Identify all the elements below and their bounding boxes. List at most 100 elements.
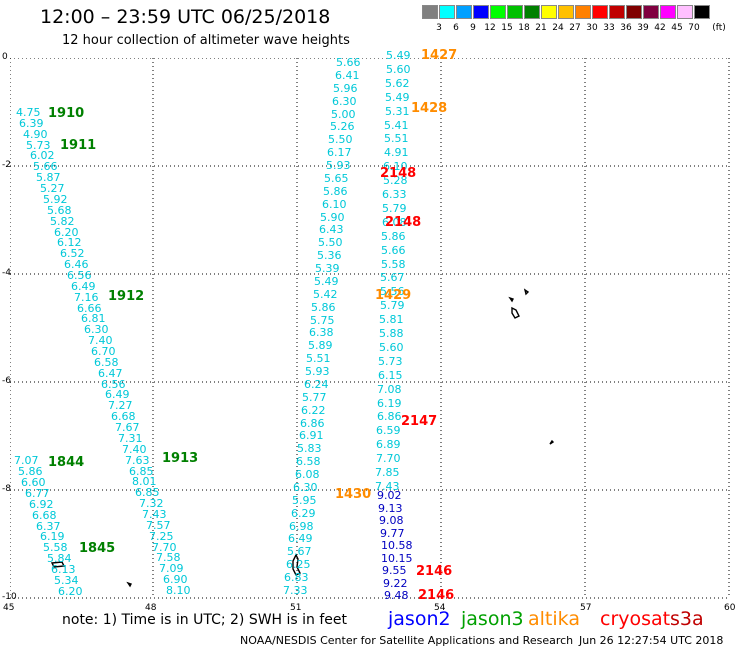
wave-height-value: 10.15 bbox=[381, 552, 413, 565]
legend-swatch bbox=[626, 5, 642, 19]
wave-height-value: 6.66 bbox=[77, 302, 102, 315]
legend-label: 24 bbox=[552, 23, 564, 33]
wave-height-value: 5.83 bbox=[297, 442, 322, 455]
wave-height-value: 6.85 bbox=[129, 465, 154, 478]
wave-height-value: 7.31 bbox=[118, 432, 143, 445]
legend-label: 15 bbox=[501, 23, 513, 33]
legend-swatch bbox=[643, 5, 659, 19]
wave-height-value: 6.59 bbox=[376, 424, 401, 437]
wave-height-value: 5.39 bbox=[315, 262, 340, 275]
x-tick-label: 51 bbox=[290, 603, 302, 613]
legend-label: 3 bbox=[436, 23, 442, 33]
legend-unit: (ft) bbox=[712, 23, 726, 33]
y-tick-label: -8 bbox=[2, 484, 11, 494]
pass-time-label: 2148 bbox=[385, 215, 422, 230]
pass-time-label: 1913 bbox=[162, 451, 199, 466]
wave-height-value: 6.08 bbox=[295, 468, 320, 481]
wave-height-value: 5.86 bbox=[323, 185, 348, 198]
wave-height-value: 9.48 bbox=[384, 589, 409, 602]
wave-height-value: 7.09 bbox=[159, 562, 184, 575]
wave-height-value: 5.87 bbox=[36, 171, 61, 184]
wave-height-value: 5.77 bbox=[302, 391, 327, 404]
wave-height-value: 8.01 bbox=[132, 475, 157, 488]
wave-height-value: 5.36 bbox=[317, 249, 342, 262]
wave-height-value: 5.95 bbox=[292, 494, 317, 507]
wave-height-value: 6.77 bbox=[25, 487, 50, 500]
wave-height-value: 8.10 bbox=[166, 584, 191, 597]
wave-height-value: 7.43 bbox=[142, 508, 167, 521]
wave-height-value: 6.90 bbox=[163, 573, 188, 586]
wave-height-value: 6.68 bbox=[32, 509, 57, 522]
wave-height-value: 5.62 bbox=[385, 77, 410, 90]
wave-height-value: 6.58 bbox=[94, 356, 119, 369]
pass-time-label: 1911 bbox=[60, 138, 97, 153]
island-outline bbox=[126, 581, 132, 588]
pass-time-label: 1845 bbox=[79, 541, 116, 556]
satellite-legend-item: cryosat bbox=[600, 608, 671, 630]
wave-height-value: 7.70 bbox=[152, 541, 177, 554]
wave-height-value: 4.90 bbox=[23, 128, 48, 141]
land-outlines bbox=[50, 288, 555, 588]
pass-time-label: 1428 bbox=[411, 101, 448, 116]
legend-label: 27 bbox=[569, 23, 581, 33]
legend-label: 9 bbox=[470, 23, 476, 33]
wave-height-value: 7.57 bbox=[146, 519, 171, 532]
wave-height-value: 6.29 bbox=[291, 507, 316, 520]
y-tick-label: -6 bbox=[2, 376, 11, 386]
legend-label: 70 bbox=[688, 23, 700, 33]
wave-height-value: 10.58 bbox=[381, 539, 413, 552]
island-outline bbox=[511, 306, 520, 319]
wave-height-value: 6.30 bbox=[84, 323, 109, 336]
wave-height-value: 5.51 bbox=[384, 132, 409, 145]
wave-height-value: 5.26 bbox=[330, 120, 355, 133]
wave-height-value: 5.79 bbox=[380, 299, 405, 312]
wave-height-value: 6.86 bbox=[300, 417, 325, 430]
wave-height-value: 6.15 bbox=[378, 369, 403, 382]
wave-height-value: 4.75 bbox=[16, 106, 41, 119]
wave-height-value: 6.22 bbox=[301, 404, 326, 417]
pass-time-label: 2148 bbox=[380, 166, 417, 181]
wave-height-value: 5.41 bbox=[384, 119, 409, 132]
legend-label: 33 bbox=[603, 23, 615, 33]
legend-swatch bbox=[660, 5, 676, 19]
wave-height-value: 5.73 bbox=[378, 355, 403, 368]
wave-height-value: 6.91 bbox=[299, 429, 324, 442]
wave-height-value: 5.89 bbox=[308, 339, 333, 352]
legend-swatch bbox=[490, 5, 506, 19]
chart-subtitle: 12 hour collection of altimeter wave hei… bbox=[62, 33, 350, 48]
pass-time-label: 2147 bbox=[401, 414, 438, 429]
wave-height-value: 5.68 bbox=[47, 204, 72, 217]
wave-height-value: 5.75 bbox=[310, 314, 335, 327]
grid-lines bbox=[10, 58, 730, 599]
wave-height-value: 5.50 bbox=[328, 133, 353, 146]
wave-height-value: 9.02 bbox=[377, 489, 402, 502]
wave-height-value: 6.30 bbox=[293, 481, 318, 494]
generated-timestamp: Jun 26 12:27:54 UTC 2018 bbox=[579, 634, 724, 647]
wave-height-value: 5.58 bbox=[43, 541, 68, 554]
wave-height-value: 5.66 bbox=[381, 244, 406, 257]
legend-swatch bbox=[558, 5, 574, 19]
wave-height-value: 5.86 bbox=[18, 465, 43, 478]
legend-label: 45 bbox=[671, 23, 683, 33]
wave-height-value: 5.84 bbox=[47, 552, 72, 565]
wave-height-value: 6.85 bbox=[135, 486, 160, 499]
satellite-legend-item: s3a bbox=[670, 608, 704, 630]
wave-height-value: 7.33 bbox=[283, 584, 308, 597]
legend-label: 6 bbox=[453, 23, 459, 33]
wave-height-value: 5.27 bbox=[40, 182, 65, 195]
wave-height-value: 6.52 bbox=[60, 247, 85, 260]
wave-height-value: 7.27 bbox=[108, 399, 133, 412]
y-tick-label: -10 bbox=[2, 592, 17, 602]
wave-height-value: 6.43 bbox=[319, 223, 344, 236]
wave-height-value: 6.12 bbox=[57, 236, 82, 249]
legend-label: 21 bbox=[535, 23, 547, 33]
wave-height-value: 5.60 bbox=[379, 341, 404, 354]
wave-height-value: 6.38 bbox=[309, 326, 334, 339]
wave-height-value: 6.20 bbox=[58, 585, 83, 598]
wave-height-value: 6.47 bbox=[98, 367, 123, 380]
wave-height-value: 9.22 bbox=[383, 577, 408, 590]
pass-time-label: 2146 bbox=[418, 588, 455, 603]
wave-height-value: 5.93 bbox=[326, 159, 351, 172]
island-outline bbox=[523, 288, 530, 296]
wave-height-value: 6.13 bbox=[51, 563, 76, 576]
